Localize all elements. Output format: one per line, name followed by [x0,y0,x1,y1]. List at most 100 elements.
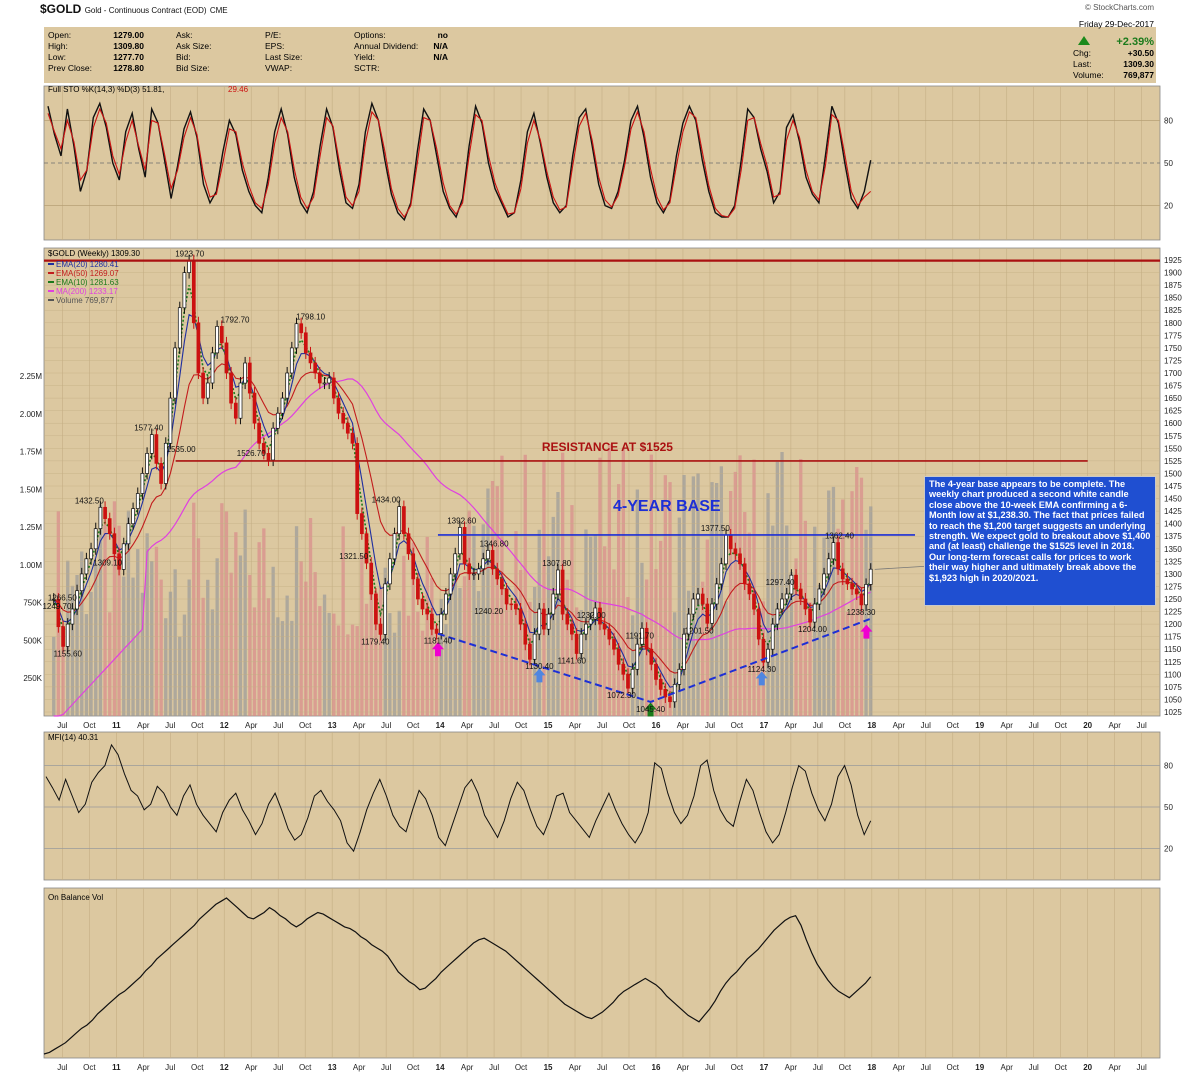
volume-value: 769,877 [1123,70,1154,80]
price-candle [626,673,630,689]
volume-bar [406,615,411,716]
price-label: 1201.50 [685,626,714,635]
price-candle [98,506,103,529]
volume-bar [565,579,569,716]
price-candle [579,633,584,654]
volume-bar [481,524,485,716]
volume-bar [514,531,518,716]
price-label: 1266.50 [48,594,77,603]
x-tick-label: Apr [1108,1063,1121,1072]
price-candle [621,663,626,675]
price-candle [803,598,808,610]
x-tick-label: 18 [867,1063,876,1072]
y-tick-label: 1125 [1164,658,1182,667]
y-tick-label: 1525 [1164,457,1182,466]
price-candle [215,326,219,354]
price-label: 1249.70 [42,602,71,611]
price-candle [117,553,121,570]
x-tick-label: Oct [515,721,528,730]
volume-bar [462,576,467,716]
x-tick-label: Jul [273,1063,283,1072]
price-label: 1297.40 [766,578,795,587]
price-candle [107,518,112,535]
price-candle [602,623,607,630]
price-candle [504,588,509,605]
price-candle [121,543,126,570]
y-tick-label: 1500 [1164,469,1182,478]
price-legend-title: $GOLD (Weekly) 1309.30 [48,249,140,258]
x-tick-label: Oct [1054,1063,1067,1072]
resistance-label: RESISTANCE AT $1525 [542,440,673,454]
volume-bar [80,551,84,716]
price-candle [714,583,719,605]
price-candle [854,588,859,595]
price-candle [686,613,691,635]
y-tick-label: 1475 [1164,482,1182,491]
x-tick-label: Jul [813,1063,823,1072]
quote-label: Low: [48,52,66,62]
volume-bar [364,603,369,716]
volume-bar [332,613,336,716]
price-candle [369,562,374,595]
volume-bar [229,572,233,716]
price-candle [546,613,551,630]
chg-label: Chg: [1073,48,1091,58]
volume-bar [192,502,196,716]
volume-bar [654,569,658,716]
price-candle [700,593,705,605]
price-label: 1124.30 [748,665,777,674]
volume-bar [346,634,350,716]
x-tick-label: Oct [83,1063,96,1072]
quote-value: N/A [433,41,448,51]
price-candle [135,493,140,509]
volume-bar [154,546,159,716]
volume-bar [164,618,168,716]
price-candle [317,372,322,384]
price-candle [630,668,635,689]
price-candle [537,608,542,635]
quote-label: P/E: [265,30,281,40]
x-tick-label: Oct [191,1063,204,1072]
price-candle [682,633,686,670]
volume-bar [341,526,345,716]
volume-tick-label: 1.00M [20,561,43,570]
base-bottom-line [437,618,871,704]
volume-bar [789,572,793,716]
price-candle [831,542,836,560]
price-candle [243,362,247,384]
volume-bar [299,561,303,716]
volume-bar [519,570,523,716]
price-label: 1181.40 [424,636,453,645]
volume-bar [210,609,215,716]
x-tick-label: Jul [813,721,823,730]
volume-bar [402,555,406,716]
price-candle [817,588,822,605]
price-candle [350,432,355,444]
price-candle [103,506,107,519]
volume-bar [262,528,266,716]
price-label: 1232.00 [577,611,606,620]
price-candle [196,322,201,374]
price-candle [691,598,696,615]
price-candle [374,593,378,625]
price-candle [345,422,350,434]
x-tick-label: Jul [1137,1063,1147,1072]
price-candle [523,623,528,645]
volume-bar [327,612,331,716]
price-candle [191,260,196,324]
x-tick-label: 17 [759,1063,768,1072]
mfi-panel [43,731,1161,881]
stochastic-panel [43,85,1161,241]
base-label: 4-YEAR BASE [613,498,721,515]
y-tick-label: 1075 [1164,683,1182,692]
x-tick-label: Apr [461,721,474,730]
x-tick-label: Oct [623,1063,636,1072]
price-candle [126,523,131,545]
y-tick-label: 1700 [1164,369,1182,378]
symbol: $GOLD [40,2,82,16]
volume-bar [52,636,56,716]
price-candle [182,272,187,309]
price-candle [61,626,65,647]
y-tick-label: 80 [1164,116,1173,125]
x-tick-label: Apr [353,1063,366,1072]
